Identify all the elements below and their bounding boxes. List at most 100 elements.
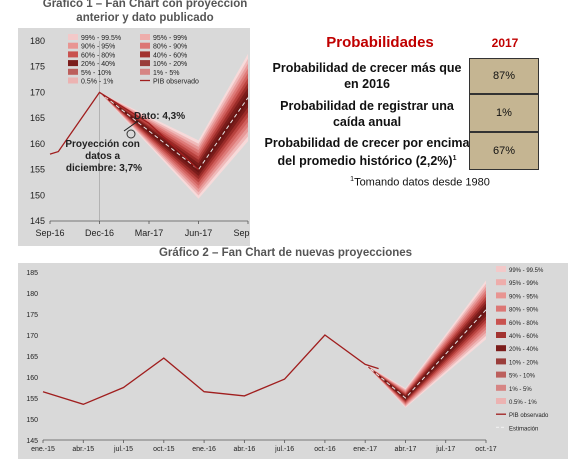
x-tick-label-11: oct.-17: [475, 446, 497, 453]
y-tick-label-6: 175: [26, 312, 38, 319]
legend-label-11: PIB observado: [153, 79, 199, 86]
legend-label-12: Estimación: [509, 426, 538, 432]
chart1-fan: [99, 53, 249, 199]
y-tick-label-3: 160: [30, 139, 45, 149]
chart1-axes: 145 150 155 160 165 170 175 180 Sep-16 Dec-16 Mar-…: [30, 36, 250, 238]
probabilities-footnote-text: Tomando datos desde 1980: [354, 176, 490, 189]
probabilities-year: 2017: [491, 36, 519, 50]
chart1-title: Gráfico 1 – Fan Chart con proyección ant…: [30, 0, 260, 25]
legend-swatch-3: [496, 305, 506, 312]
y-tick-label-6: 175: [30, 62, 45, 72]
legend-label-3: 80% - 90%: [153, 44, 187, 51]
y-tick-label-0: 145: [30, 216, 45, 226]
legend-swatch-5: [140, 51, 150, 58]
legend-swatch-0: [496, 266, 506, 272]
legend-label-0: 99% - 99.5%: [81, 35, 121, 42]
chart1-annotation-marker: [126, 129, 136, 139]
y-tick-label-4: 165: [26, 354, 38, 361]
chart1-annotation-proj-line2: datos a: [85, 151, 120, 162]
legend-swatch-5: [496, 332, 506, 338]
probability-value-3: 67%: [469, 132, 539, 170]
x-tick-label-8: ene.-17: [353, 446, 377, 453]
probability-value-1: 87%: [469, 58, 539, 94]
legend-label-4: 60% - 80%: [81, 52, 115, 59]
y-tick-label-7: 180: [30, 36, 45, 46]
legend-label-9: 1% - 5%: [509, 387, 532, 393]
fan-band-8: [99, 92, 248, 173]
x-tick-label-1: abr.-15: [72, 446, 94, 453]
probability-question-3-footnote-mark: 1: [452, 155, 457, 162]
x-tick-label-7: oct.-16: [314, 446, 336, 453]
x-tick-label-3: Jun-17: [185, 228, 213, 238]
legend-label-10: 0.5% - 1%: [81, 79, 113, 86]
legend-label-9: 1% - 5%: [153, 70, 179, 77]
y-tick-label-4: 165: [30, 113, 45, 123]
y-tick-label-8: 185: [26, 270, 38, 277]
x-tick-label-0: ene.-15: [31, 446, 55, 453]
probability-question-2-line2: caída anual: [332, 115, 402, 129]
legend-swatch-4: [496, 318, 506, 325]
y-tick-label-5: 170: [26, 333, 38, 340]
chart2-legend: 99% - 99.5% 95% - 99% 90% - 95% 80% - 90% 60…: [496, 266, 549, 432]
chart2-title: Gráfico 2 – Fan Chart de nuevas proyecci…: [158, 247, 413, 259]
legend-swatch-6: [496, 345, 506, 352]
probabilities-footnote-mark: 1: [350, 176, 355, 183]
chart2-fan: [364, 280, 487, 408]
legend-label-2: 90% - 95%: [509, 294, 539, 300]
chart1-fan-chart: 145 150 155 160 165 170 175 180 Sep-16 Dec-16 Mar-…: [18, 28, 250, 246]
chart1-title-line1: Gráfico 1 – Fan Chart con proyección: [42, 0, 248, 10]
legend-swatch-0: [68, 34, 78, 40]
legend-label-0: 99% - 99.5%: [509, 268, 544, 274]
probability-question-3-line2: del promedio histórico (2,2%)1: [262, 151, 472, 169]
y-tick-label-3: 160: [26, 375, 38, 382]
x-tick-label-5: abr.-16: [233, 446, 255, 453]
chart1-legend: 99% - 99.5% 95% - 99% 90% - 95% 80% - 90% 60…: [68, 34, 199, 86]
legend-swatch-1: [140, 34, 150, 40]
legend-swatch-3: [140, 42, 150, 49]
legend-label-1: 95% - 99%: [509, 281, 539, 287]
observed-line: [42, 334, 379, 405]
x-tick-label-6: jul.-16: [274, 446, 294, 453]
estimation-line: [99, 92, 249, 171]
probability-question-1-line1: Probabilidad de crecer más que: [272, 61, 462, 75]
legend-swatch-1: [496, 279, 506, 286]
probability-question-3-line2-text: del promedio histórico (2,2%): [277, 154, 453, 169]
estimation-line: [364, 309, 487, 399]
chart1-annotation-dato: Dato: 4,3%: [134, 111, 185, 122]
legend-swatch-2: [68, 42, 78, 49]
legend-label-8: 5% - 10%: [81, 70, 111, 77]
x-tick-label-4: ene.-16: [192, 446, 216, 453]
legend-swatch-6: [68, 60, 78, 67]
probability-question-2: Probabilidad de registrar una caída anua…: [268, 98, 466, 130]
probability-question-1: Probabilidad de crecer más que en 2016: [268, 60, 466, 92]
legend-label-6: 20% - 40%: [509, 347, 539, 353]
x-tick-label-2: Mar-17: [135, 228, 164, 238]
probability-question-2-line1: Probabilidad de registrar una: [280, 99, 454, 113]
x-tick-label-4: Sep-17: [233, 228, 250, 238]
legend-label-10: 0.5% - 1%: [509, 400, 537, 406]
x-tick-label-3: oct.-15: [153, 446, 175, 453]
chart1-title-line2: anterior y dato publicado: [76, 12, 214, 24]
chart1-observed: [49, 91, 199, 171]
legend-label-11: PIB observado: [509, 413, 549, 419]
x-tick-label-0: Sep-16: [35, 228, 64, 238]
y-tick-label-7: 180: [26, 291, 38, 298]
probability-value-2: 1%: [469, 94, 539, 132]
legend-label-4: 60% - 80%: [509, 321, 539, 327]
legend-swatch-8: [68, 68, 78, 75]
x-tick-label-1: Dec-16: [85, 228, 114, 238]
legend-label-5: 40% - 60%: [153, 52, 187, 59]
legend-swatch-7: [496, 358, 506, 365]
y-tick-label-2: 155: [26, 396, 38, 403]
probabilities-heading: Probabilidades: [326, 34, 434, 51]
chart2-observed: [42, 334, 379, 405]
probability-question-1-line2: en 2016: [344, 77, 390, 91]
y-tick-label-0: 145: [26, 438, 38, 445]
chart1-annotation-arrow: [123, 120, 139, 132]
y-tick-label-2: 155: [30, 165, 45, 175]
legend-swatch-9: [496, 384, 506, 391]
legend-swatch-2: [496, 292, 506, 299]
legend-label-7: 10% - 20%: [509, 360, 539, 366]
legend-swatch-10: [496, 398, 506, 404]
x-tick-label-2: jul.-15: [113, 446, 133, 453]
